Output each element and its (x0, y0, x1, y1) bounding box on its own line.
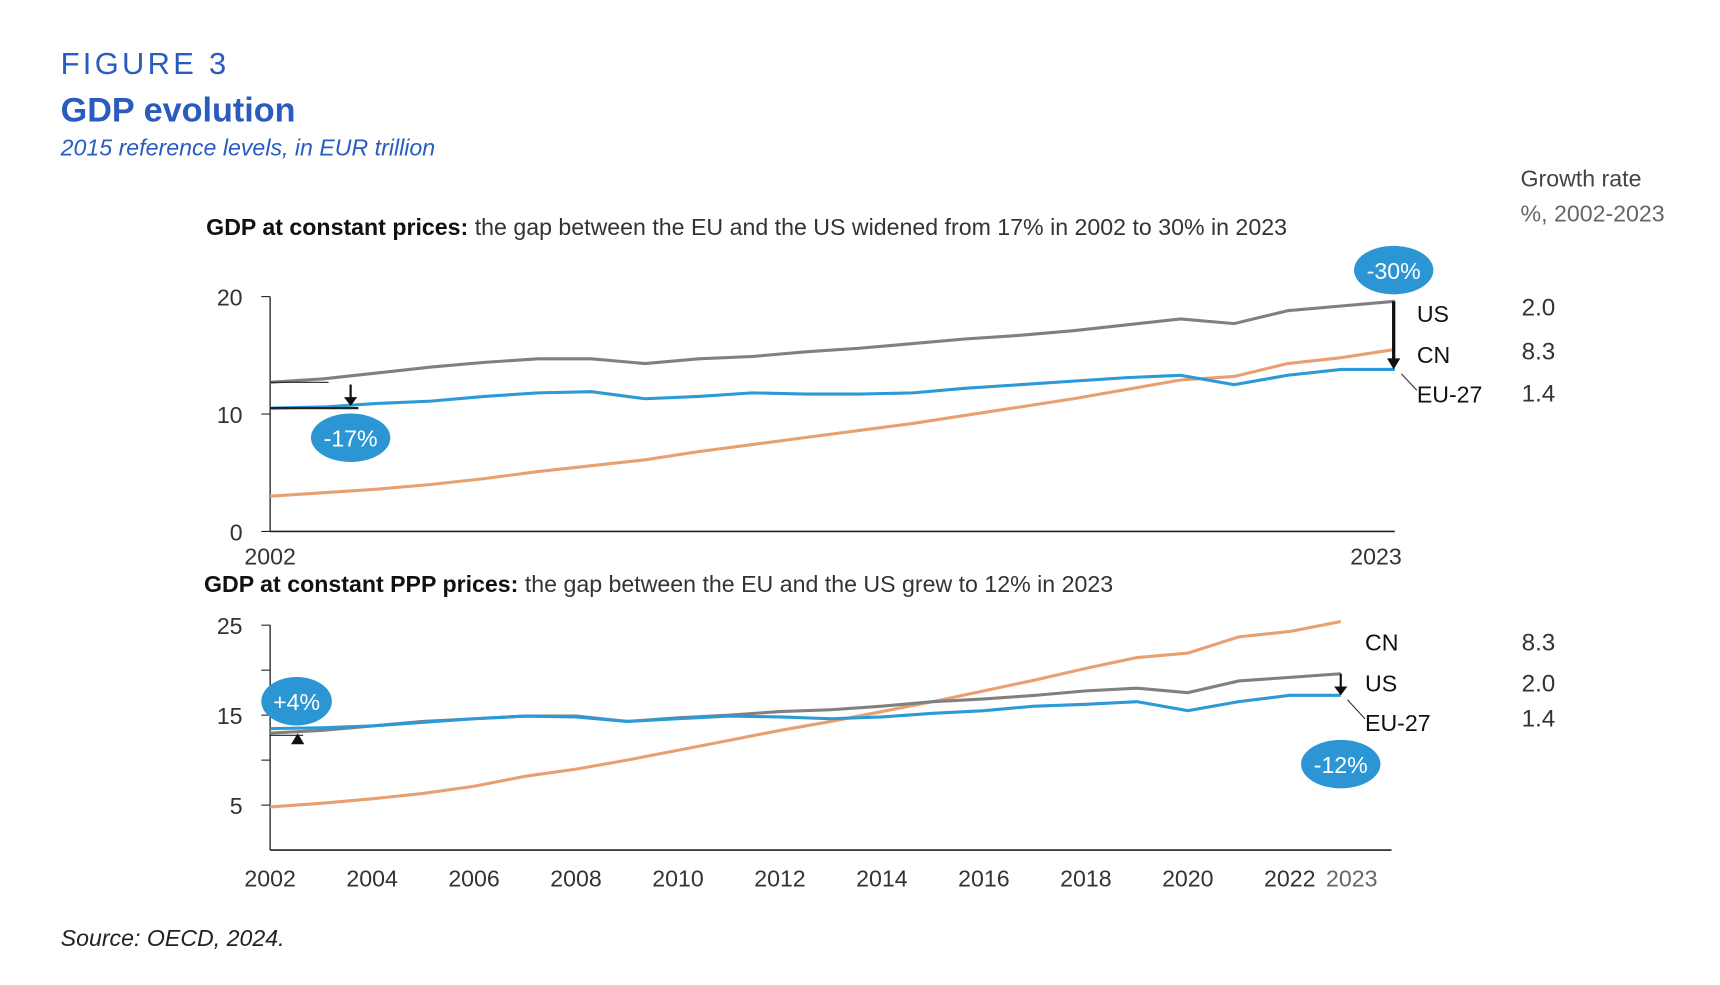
chart1-series-label-cn: CN (1417, 342, 1450, 368)
chart2-x-tick-label: 2022 (1264, 865, 1315, 891)
chart1-gap-badge-label: -30% (1367, 258, 1421, 284)
chart1-title: GDP at constant prices: the gap between … (206, 215, 1287, 241)
chart2-growth-rate-eu-27: 1.4 (1522, 706, 1556, 733)
chart2-gap-badge-label: -12% (1314, 752, 1368, 778)
chart1-y-tick-label: 0 (230, 519, 243, 545)
chart1-gap-badge (310, 413, 391, 462)
chart2-line-cn (270, 620, 1342, 809)
chart1-series-label-us: US (1417, 301, 1449, 327)
chart1-eu-leader-line (1401, 373, 1418, 391)
chart1-line-us (270, 299, 1395, 384)
chart2-x-tick-label: 2006 (448, 865, 499, 891)
source-note: Source: OECD, 2024. (60, 926, 285, 952)
chart2-y-tick-label: 25 (217, 613, 243, 639)
chart2-growth-rate-cn: 8.3 (1522, 630, 1556, 657)
chart1-line-cn (270, 347, 1396, 498)
chart2-gap-badge (261, 676, 332, 726)
chart1-growth-rate-us: 2.0 (1522, 294, 1556, 321)
chart2-arrow-head-icon (1334, 686, 1348, 696)
chart2-x-tick-label: 2016 (958, 865, 1009, 891)
chart1-gap-badge-label: -17% (324, 426, 378, 452)
chart2-x-tick-label: 2002 (244, 865, 295, 891)
chart2-gap-badge (1301, 739, 1381, 789)
chart1-title-bold: GDP at constant prices: (206, 215, 469, 241)
chart1-series-label-eu-27: EU-27 (1417, 381, 1483, 407)
chart1-line-eu-27 (270, 367, 1395, 410)
chart1-arrow-head-icon (344, 397, 358, 406)
chart2-line-eu-27 (270, 693, 1341, 731)
chart2-x-tick-label: 2014 (856, 865, 908, 891)
chart1-gap-badge (1353, 245, 1434, 295)
chart2-gap-badge-label: +4% (273, 689, 320, 715)
growth-rate-header: Growth rate (1520, 166, 1642, 192)
chart2-x-tick-label: 2012 (754, 865, 805, 891)
chart2-x-tick-label: 2010 (652, 865, 703, 891)
chart1-arrow-head-icon (1387, 358, 1401, 370)
chart2-x-tick-label: 2018 (1060, 865, 1111, 891)
chart2-x-tick-label: 2004 (346, 865, 398, 891)
chart2-y-tick-label: 5 (230, 793, 243, 819)
figure-title: GDP evolution (60, 90, 296, 130)
chart2-line-us (270, 672, 1341, 735)
growth-rate-subheader: %, 2002-2023 (1520, 201, 1665, 228)
chart1-y-tick-label: 10 (217, 402, 243, 428)
chart2-title-bold: GDP at constant PPP prices: (203, 572, 519, 598)
chart1-growth-rate-eu-27: 1.4 (1522, 380, 1556, 407)
chart2-series-label-cn: CN (1365, 630, 1398, 656)
chart2-x-tick-label: 2008 (550, 865, 601, 891)
chart1-x-tick-label: 2002 (244, 544, 295, 570)
chart2-eu-leader-line (1346, 699, 1366, 720)
chart2-x-tick-label: 2020 (1162, 865, 1213, 891)
chart2-arrow-head-icon (291, 733, 305, 745)
chart1-title-rest: the gap between the EU and the US widene… (468, 215, 1287, 241)
chart1-growth-rate-cn: 8.3 (1522, 338, 1556, 365)
figure-label: FIGURE 3 (60, 46, 230, 81)
chart1-x-tick-label: 2023 (1350, 544, 1401, 570)
figure-subtitle: 2015 reference levels, in EUR trillion (60, 135, 436, 161)
chart2-title: GDP at constant PPP prices: the gap betw… (204, 572, 1113, 598)
chart2-growth-rate-us: 2.0 (1522, 670, 1556, 697)
chart2-series-label-us: US (1365, 670, 1397, 696)
chart2-title-rest: the gap between the EU and the US grew t… (518, 572, 1114, 598)
chart2-series-label-eu-27: EU-27 (1365, 710, 1431, 736)
chart2-y-tick-label: 15 (217, 703, 243, 729)
chart1-y-tick-label: 20 (217, 284, 243, 310)
chart2-x-tick-label: 2023 (1326, 865, 1377, 891)
